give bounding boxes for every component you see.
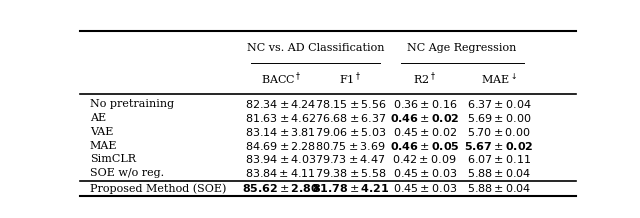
Text: F1$^\dagger$: F1$^\dagger$ — [339, 71, 362, 87]
Text: R2$^\dagger$: R2$^\dagger$ — [413, 71, 436, 87]
Text: $0.45 \pm 0.02$: $0.45 \pm 0.02$ — [393, 126, 457, 138]
Text: AE: AE — [90, 113, 106, 123]
Text: $80.75 \pm 3.69$: $80.75 \pm 3.69$ — [315, 140, 386, 152]
Text: VAE: VAE — [90, 127, 113, 137]
Text: $0.36 \pm 0.16$: $0.36 \pm 0.16$ — [392, 98, 457, 110]
Text: $\mathbf{0.46} \pm \mathbf{0.05}$: $\mathbf{0.46} \pm \mathbf{0.05}$ — [390, 140, 460, 152]
Text: $5.70 \pm 0.00$: $5.70 \pm 0.00$ — [467, 126, 531, 138]
Text: $76.68 \pm 6.37$: $76.68 \pm 6.37$ — [315, 112, 386, 124]
Text: $6.37 \pm 0.04$: $6.37 \pm 0.04$ — [467, 98, 531, 110]
Text: SimCLR: SimCLR — [90, 154, 136, 164]
Text: SOE w/o reg.: SOE w/o reg. — [90, 168, 164, 178]
Text: MAE$^\downarrow$: MAE$^\downarrow$ — [481, 72, 517, 86]
Text: $6.07 \pm 0.11$: $6.07 \pm 0.11$ — [467, 153, 531, 165]
Text: NC vs. AD Classification: NC vs. AD Classification — [247, 43, 385, 53]
Text: $\mathbf{5.67} \pm \mathbf{0.02}$: $\mathbf{5.67} \pm \mathbf{0.02}$ — [465, 140, 534, 152]
Text: Proposed Method (SOE): Proposed Method (SOE) — [90, 183, 227, 194]
Text: $83.14 \pm 3.81$: $83.14 \pm 3.81$ — [245, 126, 316, 138]
Text: $\mathbf{0.46} \pm \mathbf{0.02}$: $\mathbf{0.46} \pm \mathbf{0.02}$ — [390, 112, 460, 124]
Text: $78.15 \pm 5.56$: $78.15 \pm 5.56$ — [315, 98, 386, 110]
Text: $83.94 \pm 4.03$: $83.94 \pm 4.03$ — [245, 153, 317, 165]
Text: NC Age Regression: NC Age Regression — [407, 43, 516, 53]
Text: $0.42 \pm 0.09$: $0.42 \pm 0.09$ — [392, 153, 457, 165]
Text: BACC$^\dagger$: BACC$^\dagger$ — [260, 71, 301, 87]
Text: $\mathbf{85.62} \pm \mathbf{2.80}$: $\mathbf{85.62} \pm \mathbf{2.80}$ — [242, 182, 319, 194]
Text: $83.84 \pm 4.11$: $83.84 \pm 4.11$ — [245, 167, 316, 179]
Text: $79.06 \pm 5.03$: $79.06 \pm 5.03$ — [315, 126, 386, 138]
Text: $5.88 \pm 0.04$: $5.88 \pm 0.04$ — [467, 167, 531, 179]
Text: $0.45 \pm 0.03$: $0.45 \pm 0.03$ — [392, 167, 457, 179]
Text: $82.34 \pm 4.24$: $82.34 \pm 4.24$ — [245, 98, 316, 110]
Text: $79.73 \pm 4.47$: $79.73 \pm 4.47$ — [315, 153, 385, 165]
Text: $81.63 \pm 4.62$: $81.63 \pm 4.62$ — [245, 112, 316, 124]
Text: $84.69 \pm 2.28$: $84.69 \pm 2.28$ — [245, 140, 316, 152]
Text: $0.45 \pm 0.03$: $0.45 \pm 0.03$ — [392, 182, 457, 194]
Text: $5.69 \pm 0.00$: $5.69 \pm 0.00$ — [467, 112, 531, 124]
Text: $\mathbf{81.78} \pm \mathbf{4.21}$: $\mathbf{81.78} \pm \mathbf{4.21}$ — [312, 182, 389, 194]
Text: MAE: MAE — [90, 141, 117, 150]
Text: $5.88 \pm 0.04$: $5.88 \pm 0.04$ — [467, 182, 531, 194]
Text: $79.38 \pm 5.58$: $79.38 \pm 5.58$ — [315, 167, 386, 179]
Text: No pretraining: No pretraining — [90, 99, 174, 109]
